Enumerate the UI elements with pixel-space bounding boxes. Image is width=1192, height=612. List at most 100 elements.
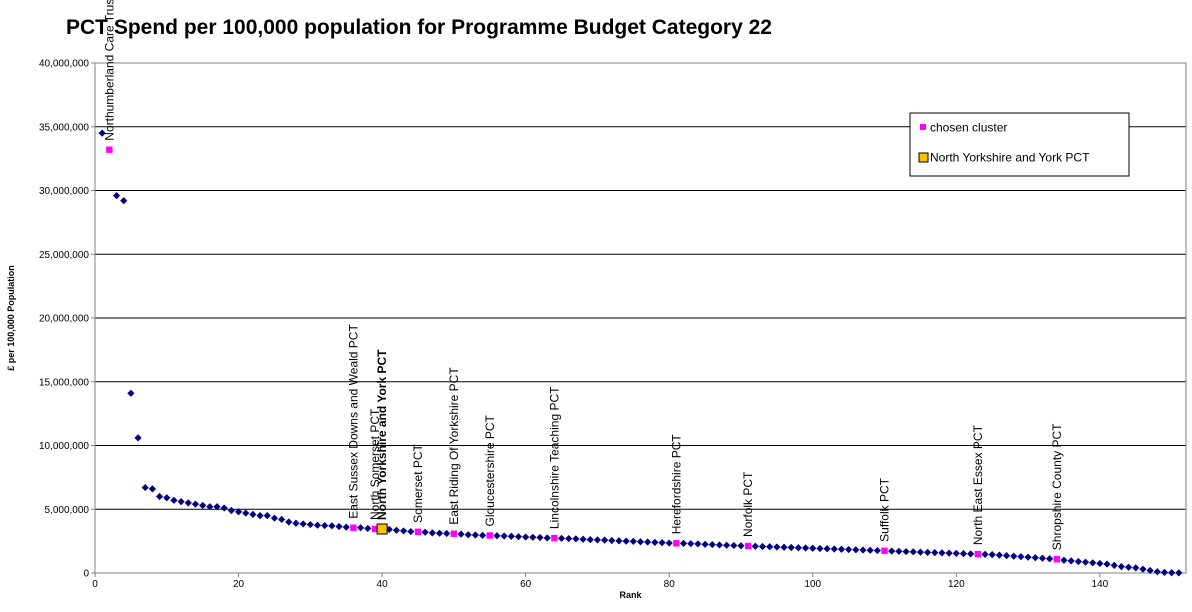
data-point	[924, 548, 932, 556]
data-point	[895, 547, 903, 555]
data-point	[794, 544, 803, 552]
data-point	[852, 546, 860, 554]
data-point	[227, 506, 235, 515]
data-point	[866, 546, 874, 554]
legend-box	[909, 112, 1130, 177]
data-point	[213, 503, 221, 511]
data-point	[737, 542, 745, 550]
data-point	[715, 541, 724, 549]
data-point	[342, 523, 350, 531]
data-point	[471, 531, 480, 539]
data-point	[1017, 553, 1025, 561]
data-point	[644, 538, 652, 546]
point-label: Gloucestershire PCT	[483, 414, 497, 526]
data-point	[191, 500, 200, 508]
data-point	[909, 548, 917, 556]
point-label: Somerset PCT	[411, 443, 425, 522]
data-point	[428, 529, 436, 537]
data-point	[464, 531, 472, 539]
data-point	[536, 533, 544, 542]
data-point	[407, 527, 415, 536]
data-point	[514, 533, 523, 541]
data-point	[1175, 569, 1183, 577]
data-point	[234, 508, 243, 516]
x-tick-label: 100	[804, 579, 821, 590]
data-point	[938, 549, 946, 557]
data-point	[299, 520, 307, 528]
data-point	[457, 530, 465, 538]
x-tick-label: 20	[233, 579, 245, 590]
data-point	[1067, 557, 1075, 565]
data-point	[622, 537, 630, 545]
data-point	[328, 522, 336, 530]
highlight-point	[376, 523, 388, 535]
data-point	[931, 549, 939, 557]
data-point	[443, 529, 451, 538]
data-point	[177, 498, 185, 506]
gridlines	[95, 126, 1186, 510]
data-point	[1002, 552, 1011, 560]
data-point	[522, 533, 530, 541]
data-point	[493, 532, 501, 540]
data-point	[694, 540, 702, 548]
data-point	[1074, 557, 1082, 566]
data-point	[888, 547, 896, 555]
cluster-point	[673, 540, 680, 547]
legend-cluster-label: chosen cluster	[930, 121, 1007, 135]
cluster-point	[974, 550, 982, 558]
data-point	[988, 551, 996, 559]
data-point	[1110, 561, 1118, 569]
data-point	[292, 519, 300, 527]
data-point	[636, 538, 645, 546]
data-point	[155, 492, 164, 501]
data-point	[701, 540, 709, 548]
data-point	[658, 539, 666, 547]
data-point	[1096, 559, 1104, 568]
data-point	[1132, 564, 1140, 572]
legend: chosen cluster North Yorkshire and York P…	[909, 112, 1130, 177]
data-point	[120, 197, 128, 205]
point-label: Suffolk PCT	[878, 477, 892, 541]
data-point	[127, 389, 135, 397]
point-label: North Yorkshire and York PCT	[375, 349, 389, 520]
data-point	[902, 547, 910, 556]
legend-cluster-swatch	[920, 124, 926, 130]
data-point	[730, 541, 738, 550]
data-point	[572, 535, 580, 543]
data-point	[1153, 568, 1161, 576]
point-label: North Somerset PCT	[368, 408, 382, 520]
data-point	[335, 522, 343, 531]
data-point	[98, 129, 106, 137]
data-point	[364, 524, 372, 532]
data-point	[945, 549, 953, 557]
y-tick-label: 15,000,000	[39, 377, 89, 388]
data-point	[995, 551, 1003, 559]
data-point	[723, 541, 731, 549]
data-point	[608, 536, 616, 545]
cluster-point	[744, 542, 752, 550]
data-point	[751, 542, 759, 550]
y-tick-label: 35,000,000	[39, 122, 89, 133]
data-point	[356, 524, 365, 532]
data-point	[112, 192, 121, 200]
data-point	[278, 515, 286, 524]
point-labels: Northumberland Care Trust East Sussex Dow…	[102, 0, 1063, 550]
cluster-point	[1053, 556, 1061, 563]
data-point	[421, 528, 429, 536]
data-point	[873, 546, 881, 555]
data-point	[163, 494, 171, 502]
data-points	[98, 129, 1183, 577]
data-point	[1117, 563, 1126, 571]
point-label: Lincolnshire Teaching PCT	[547, 386, 561, 529]
y-tick-label: 30,000,000	[39, 186, 89, 197]
data-point	[766, 543, 774, 551]
data-point	[1124, 563, 1133, 571]
data-point	[1146, 566, 1154, 575]
x-tick-label: 0	[92, 579, 98, 590]
data-point	[837, 545, 846, 553]
cluster-point	[551, 534, 558, 542]
data-point	[687, 540, 695, 548]
data-point	[306, 520, 314, 529]
y-tick-label: 0	[83, 569, 89, 580]
